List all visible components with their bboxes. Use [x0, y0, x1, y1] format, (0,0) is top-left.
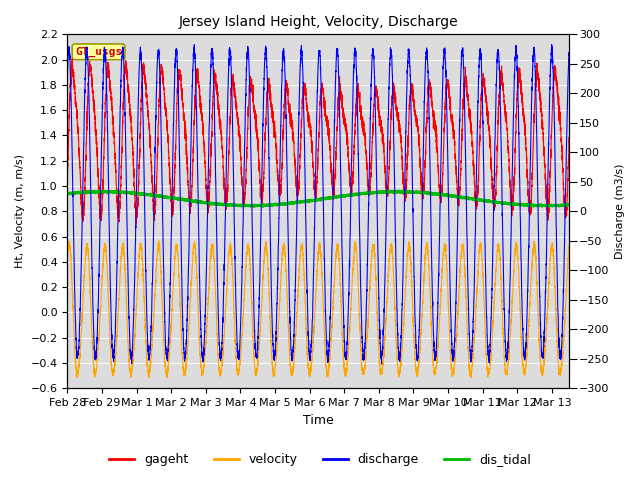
Y-axis label: Ht, Velocity (m, m/s): Ht, Velocity (m, m/s)	[15, 155, 25, 268]
Title: Jersey Island Height, Velocity, Discharge: Jersey Island Height, Velocity, Discharg…	[179, 15, 458, 29]
X-axis label: Time: Time	[303, 414, 333, 427]
Y-axis label: Discharge (m3/s): Discharge (m3/s)	[615, 164, 625, 259]
Text: GT_usgs: GT_usgs	[75, 47, 122, 57]
Legend: gageht, velocity, discharge, dis_tidal: gageht, velocity, discharge, dis_tidal	[104, 448, 536, 471]
